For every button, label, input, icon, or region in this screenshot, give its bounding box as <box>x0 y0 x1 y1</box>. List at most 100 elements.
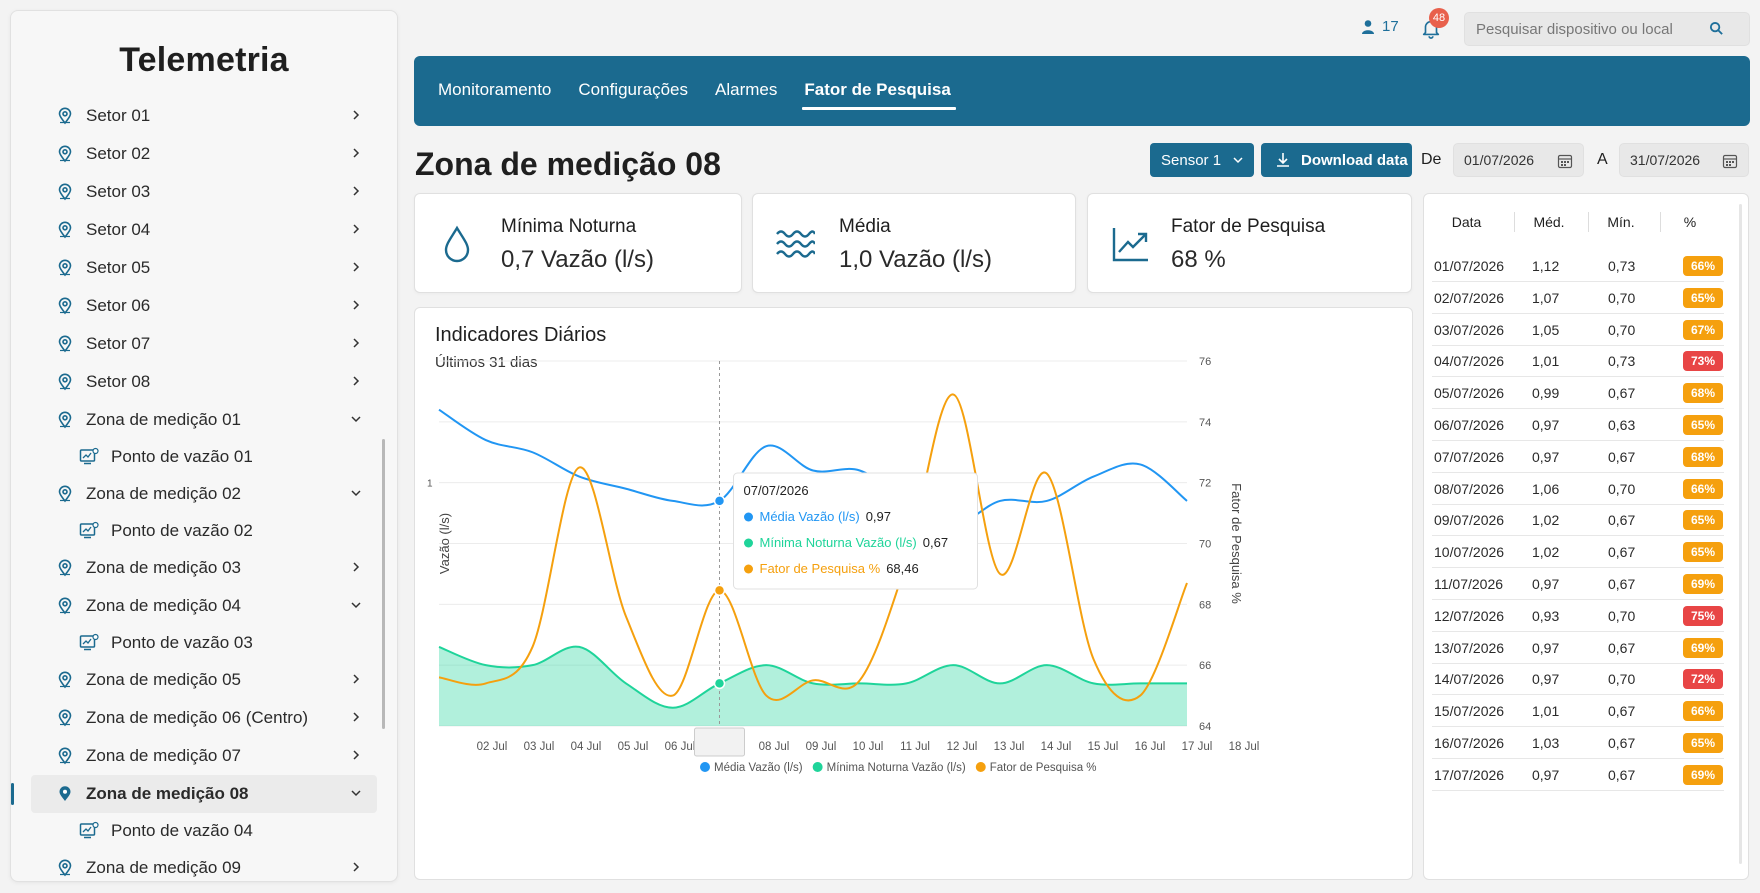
sidebar-item-4[interactable]: Setor 05 <box>11 249 397 287</box>
table-row[interactable]: 13/07/2026 0,97 0,67 69% <box>1432 632 1724 664</box>
table-row[interactable]: 15/07/2026 1,01 0,67 66% <box>1432 695 1724 728</box>
search-input[interactable] <box>1464 12 1750 46</box>
tab-monitoramento[interactable]: Monitoramento <box>438 80 552 99</box>
table-row[interactable]: 09/07/2026 1,02 0,67 65% <box>1432 504 1724 537</box>
sidebar-item-20[interactable]: Zona de medição 09 <box>11 849 397 881</box>
cell-pct-badge: 65% <box>1683 542 1723 563</box>
legend-label: Média Vazão (l/s) <box>714 762 803 774</box>
table-row[interactable]: 17/07/2026 0,97 0,67 69% <box>1432 759 1724 791</box>
data-point <box>998 571 1003 576</box>
table-row[interactable]: 04/07/2026 1,01 0,73 73% <box>1432 345 1724 378</box>
download-button[interactable]: Download data <box>1261 143 1412 177</box>
data-point <box>577 474 582 479</box>
data-point <box>1044 471 1049 476</box>
sidebar-item-3[interactable]: Setor 04 <box>11 211 397 249</box>
table-row[interactable]: 06/07/2026 0,97 0,63 65% <box>1432 409 1724 441</box>
sidebar-subitem-9[interactable]: Ponto de vazão 01 <box>11 439 397 475</box>
sidebar-item-17[interactable]: Zona de medição 07 <box>11 737 397 775</box>
search-icon[interactable] <box>1709 21 1724 36</box>
from-date-field[interactable]: 01/07/2026 <box>1453 143 1584 177</box>
sidebar-item-label: Zona de medição 03 <box>86 558 241 577</box>
y2-tick-label: 70 <box>1199 539 1211 551</box>
tab-alarmes[interactable]: Alarmes <box>715 80 778 99</box>
table-row[interactable]: 11/07/2026 0,97 0,67 69% <box>1432 568 1724 600</box>
sidebar-item-label: Ponto de vazão 03 <box>111 633 253 652</box>
cell-pct-badge: 66% <box>1683 256 1723 276</box>
sidebar-item-2[interactable]: Setor 03 <box>11 173 397 211</box>
cell-date: 04/07/2026 <box>1434 353 1505 370</box>
table-row[interactable]: 05/07/2026 0,99 0,67 68% <box>1432 377 1724 410</box>
sidebar-item-5[interactable]: Setor 06 <box>11 287 397 325</box>
table-header-avg[interactable]: Méd. <box>1533 214 1565 230</box>
cell-date: 12/07/2026 <box>1434 607 1505 624</box>
tab-fator-de-pesquisa[interactable]: Fator de Pesquisa <box>802 80 957 110</box>
cell-date: 16/07/2026 <box>1434 735 1505 751</box>
data-point <box>577 644 582 649</box>
table-row[interactable]: 01/07/2026 1,12 0,73 66% <box>1432 250 1724 282</box>
table-row[interactable]: 07/07/2026 0,97 0,67 68% <box>1432 441 1724 473</box>
users-indicator[interactable]: 17 <box>1360 18 1399 35</box>
table-row[interactable]: 08/07/2026 1,06 0,70 66% <box>1432 473 1724 505</box>
sidebar-scrollbar[interactable] <box>382 439 385 729</box>
sidebar-item-18[interactable]: Zona de medição 08 <box>11 775 377 813</box>
sidebar-item-16[interactable]: Zona de medição 06 (Centro) <box>11 699 397 737</box>
cell-avg: 0,93 <box>1532 607 1560 624</box>
data-point <box>530 663 535 668</box>
sidebar-item-0[interactable]: Setor 01 <box>11 97 397 135</box>
sidebar-subitem-11[interactable]: Ponto de vazão 02 <box>11 513 397 549</box>
cell-min: 0,67 <box>1608 703 1636 720</box>
data-point <box>624 614 629 619</box>
cell-min: 0,67 <box>1608 576 1636 592</box>
y-tick-label: 1 <box>427 479 433 490</box>
table-header-min[interactable]: Mín. <box>1607 214 1635 230</box>
chevron-down-icon <box>1233 157 1243 164</box>
sensor-select[interactable]: Sensor 1 <box>1150 143 1254 177</box>
cell-avg: 0,97 <box>1532 639 1560 656</box>
table-row[interactable]: 12/07/2026 0,93 0,70 75% <box>1432 600 1724 632</box>
location-pin-icon <box>58 221 72 239</box>
device-monitor-icon <box>79 633 99 651</box>
sidebar-item-7[interactable]: Setor 08 <box>11 363 397 401</box>
data-point <box>904 681 909 686</box>
sidebar-item-label: Setor 04 <box>86 220 151 239</box>
data-point <box>670 693 675 698</box>
sidebar-item-8[interactable]: Zona de medição 01 <box>11 401 397 439</box>
sidebar-subitem-14[interactable]: Ponto de vazão 03 <box>11 625 397 661</box>
data-point <box>483 438 488 443</box>
data-point <box>1091 657 1096 662</box>
chevron-right-icon <box>353 338 360 348</box>
sidebar-item-12[interactable]: Zona de medição 03 <box>11 549 397 587</box>
tooltip-series-value: 0,97 <box>866 509 891 524</box>
data-point <box>811 678 816 683</box>
table-row[interactable]: 02/07/2026 1,07 0,70 65% <box>1432 282 1724 314</box>
data-point <box>437 407 442 412</box>
table-row[interactable]: 14/07/2026 0,97 0,70 72% <box>1432 663 1724 696</box>
table-row[interactable]: 10/07/2026 1,02 0,67 65% <box>1432 536 1724 569</box>
x-tick-label: 15 Jul <box>1088 741 1119 753</box>
table-header-date[interactable]: Data <box>1451 214 1482 230</box>
cell-pct-badge: 72% <box>1683 669 1723 690</box>
x-tick-label: 06 Jul <box>665 741 696 753</box>
sidebar-item-1[interactable]: Setor 02 <box>11 135 397 173</box>
sidebar-item-10[interactable]: Zona de medição 02 <box>11 475 397 513</box>
table-scrollbar[interactable] <box>1739 204 1742 864</box>
cell-min: 0,67 <box>1608 766 1636 783</box>
cell-pct-badge: 65% <box>1683 733 1723 753</box>
sidebar-item-label: Ponto de vazão 02 <box>111 521 253 540</box>
table-row[interactable]: 03/07/2026 1,05 0,70 67% <box>1432 314 1724 346</box>
table-row[interactable]: 16/07/2026 1,03 0,67 65% <box>1432 727 1724 759</box>
sidebar-item-13[interactable]: Zona de medição 04 <box>11 587 397 625</box>
data-point <box>998 498 1003 503</box>
sidebar-subitem-19[interactable]: Ponto de vazão 04 <box>11 813 397 849</box>
x-tick-label: 10 Jul <box>853 741 884 753</box>
tab-configuracoes[interactable]: Configurações <box>578 80 689 99</box>
sidebar-item-6[interactable]: Setor 07 <box>11 325 397 363</box>
cell-pct-badge: 65% <box>1683 287 1723 308</box>
cell-date: 15/07/2026 <box>1434 703 1505 720</box>
daily-indicators-chart[interactable]: 64 66 68 70 72 74 76 1 Vazão (l/s) Fator de Pesqu… <box>415 308 1412 879</box>
cell-avg: 1,01 <box>1532 353 1560 370</box>
table-header-pct[interactable]: % <box>1683 214 1697 230</box>
chevron-right-icon <box>353 562 360 572</box>
sidebar-item-15[interactable]: Zona de medição 05 <box>11 661 397 699</box>
to-date-field[interactable]: 31/07/2026 <box>1619 143 1749 177</box>
